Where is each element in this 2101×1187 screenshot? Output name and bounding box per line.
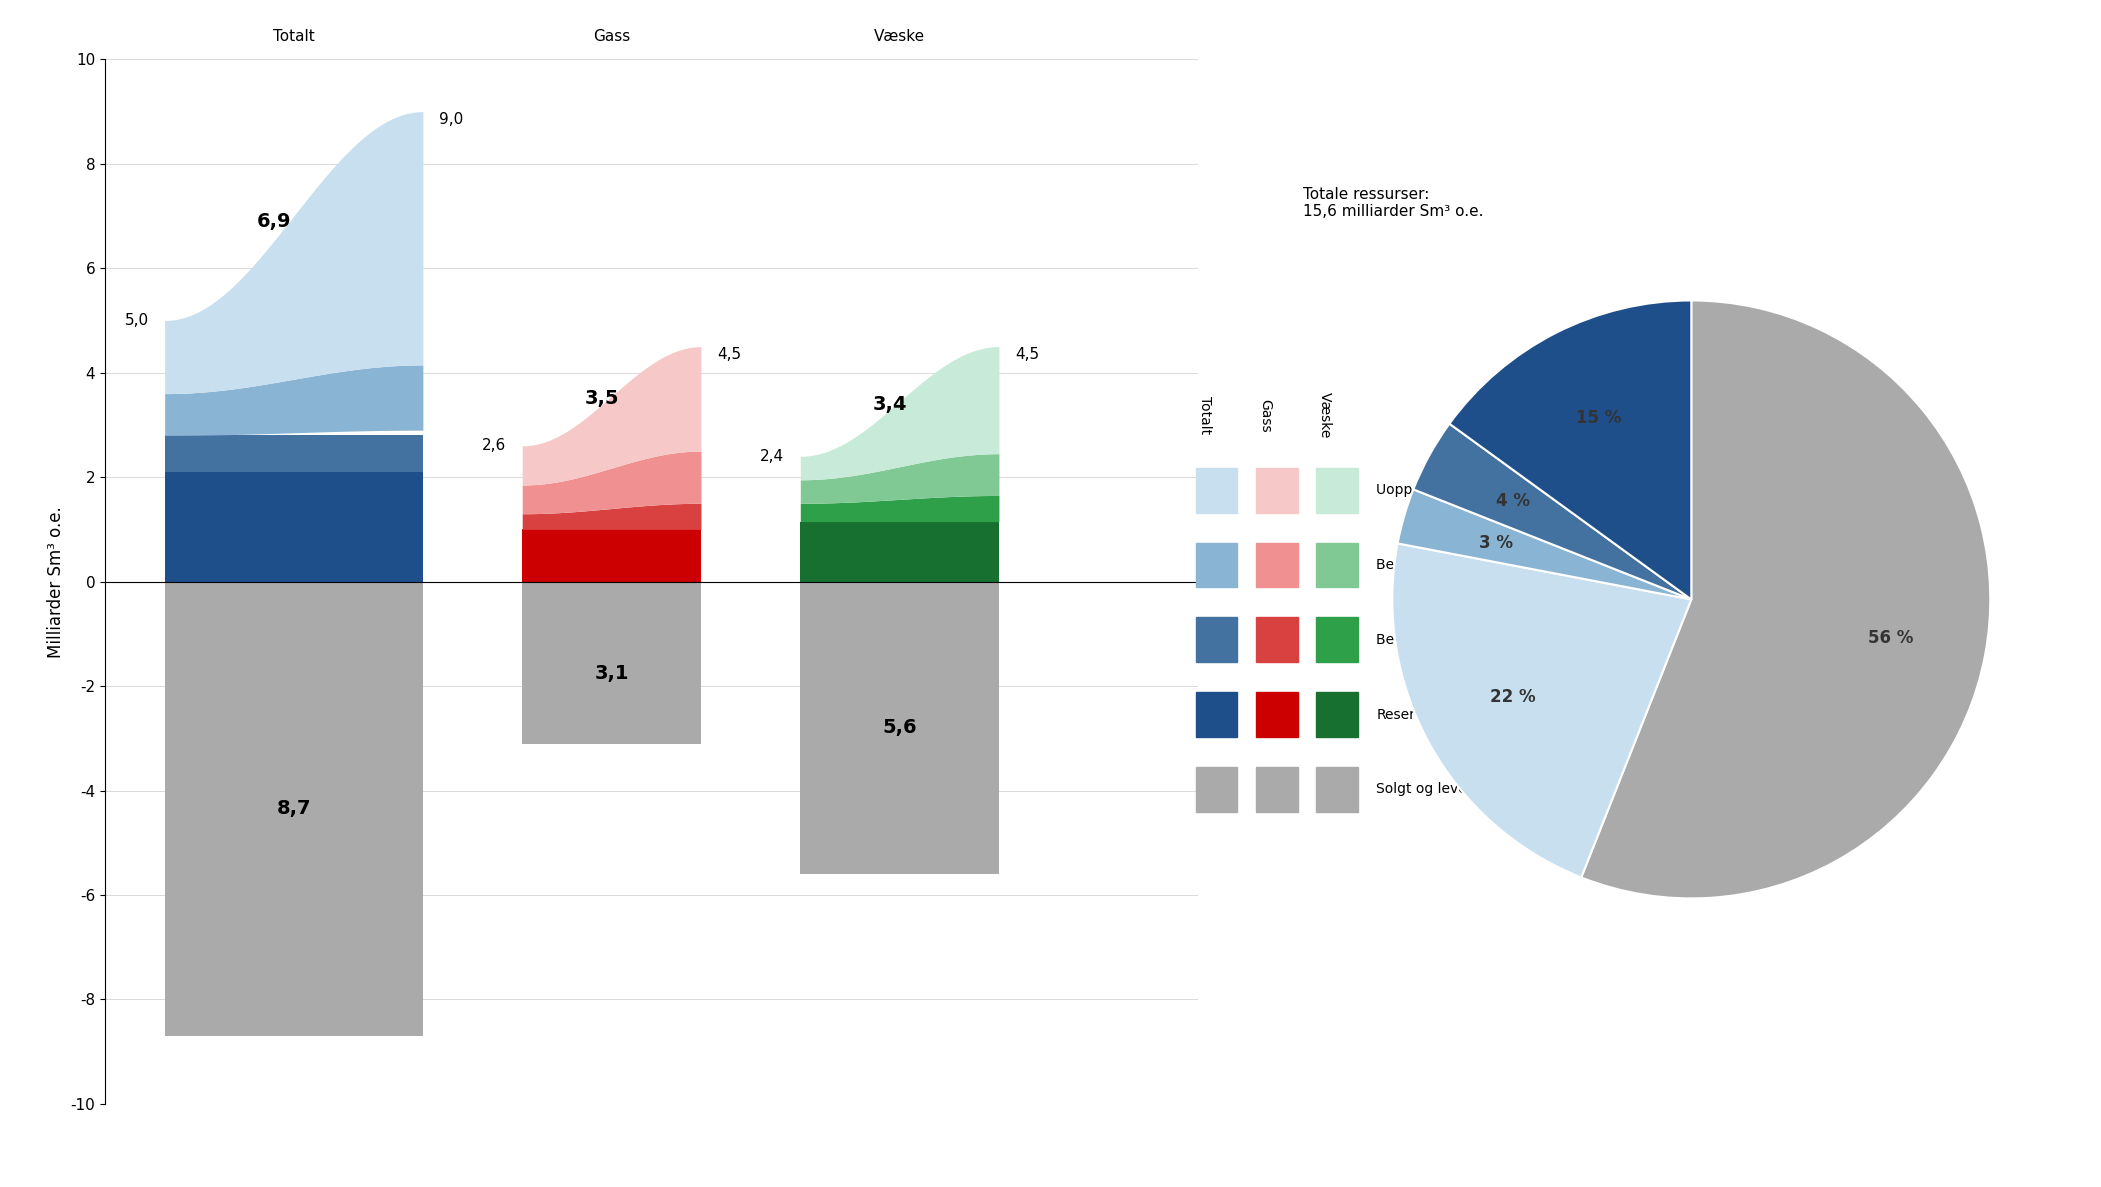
Text: 3,4: 3,4 (872, 394, 908, 413)
Bar (1256, 468, 1298, 513)
Polygon shape (164, 472, 422, 582)
Bar (1256, 617, 1298, 662)
Polygon shape (164, 436, 422, 472)
Bar (1195, 767, 1237, 812)
Text: 5,0: 5,0 (124, 313, 149, 328)
Text: 5,6: 5,6 (882, 718, 916, 737)
Wedge shape (1397, 489, 1691, 599)
Text: 2,6: 2,6 (481, 438, 506, 453)
Text: 4,5: 4,5 (1015, 347, 1040, 362)
Bar (1195, 542, 1237, 588)
Bar (1315, 767, 1357, 812)
Text: Betingede ressurser i felt: Betingede ressurser i felt (1376, 633, 1551, 647)
Wedge shape (1393, 544, 1691, 877)
Text: Totale ressurser:
15,6 milliarder Sm³ o.e.: Totale ressurser: 15,6 milliarder Sm³ o.… (1303, 186, 1483, 220)
Bar (1315, 617, 1357, 662)
Polygon shape (164, 582, 422, 1036)
Wedge shape (1582, 300, 1990, 899)
Wedge shape (1414, 424, 1691, 599)
Text: 56 %: 56 % (1868, 629, 1914, 647)
Text: Betingede ressurser i funn: Betingede ressurser i funn (1376, 558, 1559, 572)
Text: 6,9: 6,9 (256, 211, 292, 230)
Wedge shape (1450, 300, 1691, 599)
Text: 4 %: 4 % (1496, 493, 1530, 510)
Text: 3 %: 3 % (1479, 534, 1513, 552)
Text: Totalt: Totalt (1198, 396, 1212, 434)
Bar (1195, 468, 1237, 513)
Text: 2,4: 2,4 (761, 449, 784, 464)
Text: Uoppdagede ressurser: Uoppdagede ressurser (1376, 483, 1534, 497)
Text: Gass: Gass (1258, 399, 1273, 432)
Text: 9,0: 9,0 (439, 112, 462, 127)
Text: Væske: Væske (874, 28, 924, 44)
Bar (1315, 468, 1357, 513)
Bar (1256, 767, 1298, 812)
Text: Totalt: Totalt (273, 28, 315, 44)
Text: Gass: Gass (592, 28, 630, 44)
Bar (1256, 692, 1298, 737)
Polygon shape (800, 582, 998, 874)
Polygon shape (800, 521, 998, 582)
Bar (1315, 542, 1357, 588)
Bar (1195, 617, 1237, 662)
Bar (1195, 692, 1237, 737)
Text: 15 %: 15 % (1576, 410, 1622, 427)
Text: 3,1: 3,1 (595, 664, 628, 683)
Text: Væske: Væske (1317, 392, 1332, 439)
Bar (1315, 692, 1357, 737)
Text: 4,5: 4,5 (716, 347, 742, 362)
Text: 22 %: 22 % (1490, 688, 1536, 706)
Text: Reserver: Reserver (1376, 707, 1437, 722)
Text: Solgt og levert: Solgt og levert (1376, 782, 1479, 796)
Polygon shape (523, 529, 702, 582)
Polygon shape (523, 582, 702, 743)
Y-axis label: Milliarder Sm³ o.e.: Milliarder Sm³ o.e. (46, 506, 65, 658)
Text: 3,5: 3,5 (584, 389, 620, 408)
Text: 8,7: 8,7 (277, 799, 311, 818)
Bar (1256, 542, 1298, 588)
